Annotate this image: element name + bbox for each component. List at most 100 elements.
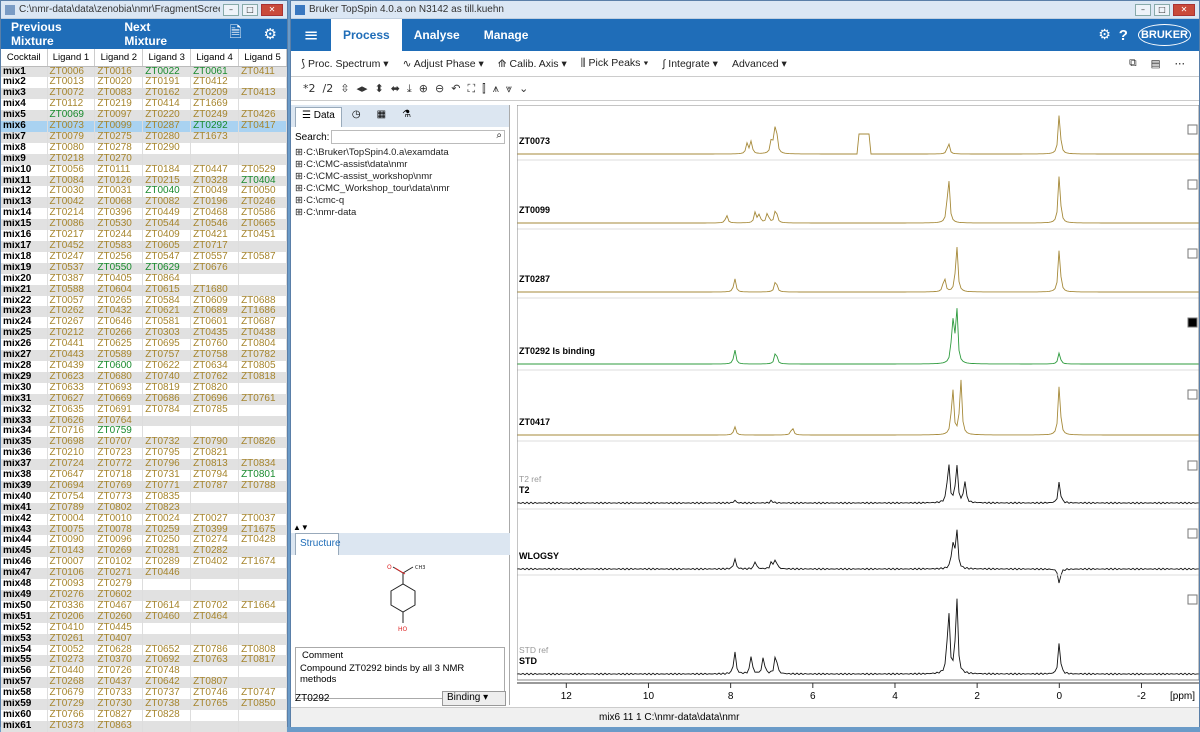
spectrum-trace[interactable] [517, 598, 1199, 676]
ligand-cell[interactable]: ZT0828 [142, 709, 192, 721]
table-row[interactable]: mix25 ZT0212 ZT0266 ZT0303 ZT0435 ZT0438 [1, 328, 287, 340]
trace-checkbox[interactable] [1187, 317, 1198, 328]
ligand-cell[interactable]: ZT0762 [190, 371, 240, 383]
ligand-cell[interactable] [190, 720, 240, 732]
ligand-cell[interactable] [238, 502, 287, 514]
ligand-cell[interactable] [238, 611, 287, 623]
ligand-cell[interactable] [238, 99, 287, 111]
ligand-cell[interactable]: ZT0605 [142, 241, 192, 252]
ligand-cell[interactable] [238, 241, 287, 252]
ligand-cell[interactable]: ZT0785 [190, 404, 240, 416]
ligand-cell[interactable]: ZT0282 [190, 546, 240, 558]
ligand-cell[interactable]: ZT0273 [47, 655, 96, 667]
table-row[interactable]: mix56 ZT0440 ZT0726 ZT0748 [1, 666, 287, 678]
cocktail-cell[interactable]: mix55 [1, 655, 48, 667]
table-row[interactable]: mix21 ZT0588 ZT0604 ZT0615 ZT1680 [1, 284, 287, 296]
table-row[interactable]: mix30 ZT0633 ZT0693 ZT0819 ZT0820 [1, 382, 287, 394]
ligand-cell[interactable]: ZT0687 [238, 317, 287, 329]
ligand-cell[interactable]: ZT0621 [142, 306, 192, 318]
table-row[interactable]: mix37 ZT0724 ZT0772 ZT0796 ZT0813 ZT0834 [1, 459, 287, 471]
ligand-cell[interactable]: ZT0399 [190, 524, 240, 536]
cocktail-cell[interactable]: mix45 [1, 546, 48, 558]
ligand-cell[interactable]: ZT0731 [142, 470, 192, 481]
ligand-cell[interactable]: ZT0588 [47, 284, 96, 296]
ligand-cell[interactable]: ZT0629 [142, 262, 192, 274]
cocktail-cell[interactable]: mix25 [1, 328, 48, 340]
shift-icon[interactable]: ⇳ [340, 82, 350, 95]
ligand-cell[interactable]: ZT0244 [94, 230, 144, 241]
trace-checkbox[interactable] [1187, 460, 1198, 471]
help-icon[interactable]: ? [1118, 26, 1128, 44]
ligand-cell[interactable]: ZT0626 [47, 415, 96, 427]
ligand-cell[interactable] [190, 709, 240, 721]
ligand-cell[interactable]: ZT0270 [94, 153, 144, 165]
ligand-cell[interactable]: ZT0219 [94, 99, 144, 111]
ligand-cell[interactable]: ZT0818 [238, 371, 287, 383]
ligand-cell[interactable]: ZT0692 [142, 655, 192, 667]
table-row[interactable]: mix44 ZT0090 ZT0096 ZT0250 ZT0274 ZT0428 [1, 535, 287, 547]
ligand-cell[interactable]: ZT0214 [47, 208, 96, 220]
minimize-button[interactable]: – [223, 3, 239, 16]
ligand-cell[interactable]: ZT0546 [190, 219, 240, 231]
ligand-cell[interactable]: ZT0162 [142, 88, 192, 100]
table-row[interactable]: mix52 ZT0410 ZT0445 [1, 622, 287, 634]
ligand-cell[interactable]: ZT0073 [47, 121, 96, 132]
ligand-cell[interactable]: ZT0246 [238, 197, 287, 209]
ligand-cell[interactable] [238, 262, 287, 274]
ligand-cell[interactable]: ZT0796 [142, 459, 192, 471]
lr-icon[interactable]: ◂▸ [356, 82, 368, 95]
ligand-cell[interactable]: ZT0409 [142, 230, 192, 241]
table-row[interactable]: mix58 ZT0679 ZT0733 ZT0737 ZT0746 ZT0747 [1, 688, 287, 700]
ligand-cell[interactable]: ZT0790 [190, 437, 240, 449]
ligand-cell[interactable]: ZT0609 [190, 295, 240, 307]
ligand-cell[interactable]: ZT1673 [190, 131, 240, 143]
ligand-cell[interactable] [142, 415, 192, 427]
table-row[interactable]: mix17 ZT0452 ZT0583 ZT0605 ZT0717 [1, 241, 287, 252]
ligand-cell[interactable]: ZT0802 [94, 502, 144, 514]
ligand-cell[interactable]: ZT0693 [94, 382, 144, 394]
ligand-cell[interactable]: ZT0040 [142, 186, 192, 198]
ligand-cell[interactable] [238, 633, 287, 645]
column-header[interactable]: Cocktail [1, 49, 48, 67]
ligand-cell[interactable] [238, 382, 287, 394]
ligand-cell[interactable]: ZT0530 [94, 219, 144, 231]
ligand-cell[interactable]: ZT0460 [142, 611, 192, 623]
tree-item[interactable]: ⊞·C:\cmc-q [295, 195, 345, 206]
ligand-cell[interactable]: ZT0716 [47, 426, 96, 438]
table-row[interactable]: mix46 ZT0007 ZT0102 ZT0289 ZT0402 ZT1674 [1, 557, 287, 569]
ligand-cell[interactable]: ZT0586 [238, 208, 287, 220]
ligand-cell[interactable]: ZT0446 [142, 568, 192, 580]
ligand-cell[interactable]: ZT0414 [142, 99, 192, 111]
comment-box[interactable]: Comment Compound ZT0292 binds by all 3 N… [295, 647, 505, 699]
ligand-cell[interactable] [238, 677, 287, 689]
ligand-cell[interactable] [238, 131, 287, 143]
ligand-cell[interactable]: ZT0679 [47, 688, 96, 700]
cocktail-cell[interactable]: mix8 [1, 142, 48, 154]
document-icon[interactable]: 🗎 [229, 22, 242, 41]
ligand-cell[interactable] [238, 491, 287, 503]
tree-item[interactable]: ⊞·C:\Bruker\TopSpin4.0.a\examdata [295, 147, 449, 158]
ligand-cell[interactable]: ZT0723 [94, 448, 144, 460]
table-row[interactable]: mix18 ZT0247 ZT0256 ZT0547 ZT0557 ZT0587 [1, 251, 287, 263]
ligand-cell[interactable]: ZT0020 [94, 77, 144, 89]
ligand-cell[interactable]: ZT0412 [190, 77, 240, 89]
trace-checkbox[interactable] [1187, 248, 1198, 259]
ligand-cell[interactable]: ZT0669 [94, 393, 144, 405]
ligand-cell[interactable]: ZT0280 [142, 131, 192, 143]
ligand-cell[interactable]: ZT0604 [94, 284, 144, 296]
ligand-cell[interactable]: ZT0093 [47, 579, 96, 590]
ligand-cell[interactable]: ZT0256 [94, 251, 144, 263]
table-row[interactable]: mix32 ZT0635 ZT0691 ZT0784 ZT0785 [1, 404, 287, 416]
ligand-cell[interactable] [238, 142, 287, 154]
ligand-cell[interactable]: ZT0143 [47, 546, 96, 558]
table-row[interactable]: mix4 ZT0112 ZT0219 ZT0414 ZT1669 [1, 99, 287, 111]
ligand-cell[interactable]: ZT0789 [47, 502, 96, 514]
table-row[interactable]: mix22 ZT0057 ZT0265 ZT0584 ZT0609 ZT0688 [1, 295, 287, 307]
ligand-cell[interactable]: ZT0733 [94, 688, 144, 700]
cocktail-cell[interactable]: mix42 [1, 513, 48, 525]
ligand-cell[interactable]: ZT0730 [94, 699, 144, 710]
ligand-cell[interactable]: ZT0443 [47, 350, 96, 361]
ligand-cell[interactable] [142, 426, 192, 438]
tree-item[interactable]: ⊞·C:\CMC-assist_workshop\nmr [295, 171, 433, 182]
overlay-icon[interactable]: ⩔ [505, 81, 513, 95]
